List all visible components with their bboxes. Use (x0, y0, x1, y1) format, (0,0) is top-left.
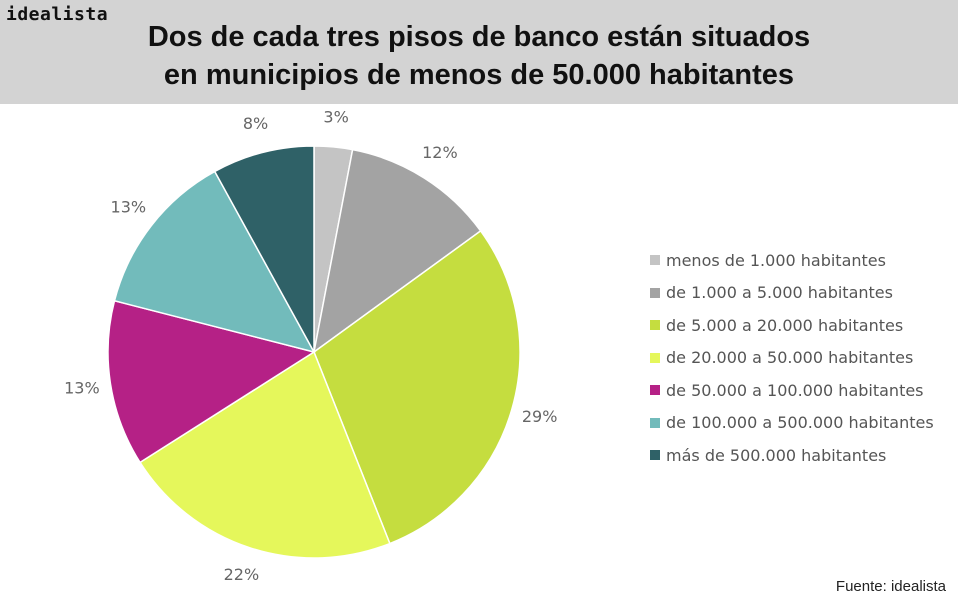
legend-swatch (650, 287, 660, 298)
slice-value-label: 8% (243, 114, 268, 133)
pie-chart: 3% 12% 29% 22% 13% 13% 8% (64, 108, 557, 584)
legend-label: de 1.000 a 5.000 habitantes (666, 283, 893, 303)
chart-title-line-1: Dos de cada tres pisos de banco están si… (147, 21, 811, 53)
legend-item: de 1.000 a 5.000 habitantes (650, 277, 934, 310)
legend-swatch (650, 417, 660, 428)
legend-label: de 50.000 a 100.000 habitantes (666, 380, 924, 400)
chart-title: Dos de cada tres pisos de banco están si… (0, 18, 958, 94)
brand-logo: idealista (6, 4, 109, 25)
slice-value-label: 12% (422, 143, 458, 162)
legend-swatch (650, 450, 660, 461)
legend-label: más de 500.000 habitantes (666, 445, 887, 465)
pie-slices (107, 145, 521, 559)
pie-slice (213, 145, 315, 353)
slice-value-label: 29% (522, 407, 558, 426)
header-bar: idealista Dos de cada tres pisos de banc… (0, 0, 958, 104)
legend-label: de 20.000 a 50.000 habitantes (666, 348, 914, 368)
source-note: Fuente: idealista (835, 578, 946, 595)
legend-item: más de 500.000 habitantes (650, 439, 934, 472)
pie-value-labels: 3% 12% 29% 22% 13% 13% 8% (64, 108, 557, 584)
chart-legend: menos de 1.000 habitantes de 1.000 a 5.00… (650, 244, 934, 472)
slice-value-label: 13% (64, 378, 100, 397)
slice-value-label: 22% (224, 565, 260, 584)
legend-swatch (650, 255, 660, 266)
legend-item: de 100.000 a 500.000 habitantes (650, 407, 934, 440)
legend-item: de 50.000 a 100.000 habitantes (650, 374, 934, 407)
legend-label: de 5.000 a 20.000 habitantes (666, 315, 904, 335)
slice-value-label: 3% (323, 108, 348, 127)
pie-slice (313, 229, 521, 545)
legend-swatch (650, 320, 660, 331)
chart-title-line-2: en municipios de menos de 50.000 habitan… (163, 59, 795, 91)
legend-label: menos de 1.000 habitantes (666, 250, 886, 270)
pie-slice (113, 170, 316, 354)
pie-slice (107, 299, 316, 464)
legend-item: de 20.000 a 50.000 habitantes (650, 342, 934, 375)
pie-slice (139, 350, 391, 559)
legend-item: de 5.000 a 20.000 habitantes (650, 309, 934, 342)
pie-slice (312, 148, 482, 354)
legend-swatch (650, 385, 660, 396)
legend-label: de 100.000 a 500.000 habitantes (666, 413, 934, 433)
legend-swatch (650, 352, 660, 363)
slice-value-label: 13% (111, 197, 147, 216)
legend-item: menos de 1.000 habitantes (650, 244, 934, 277)
